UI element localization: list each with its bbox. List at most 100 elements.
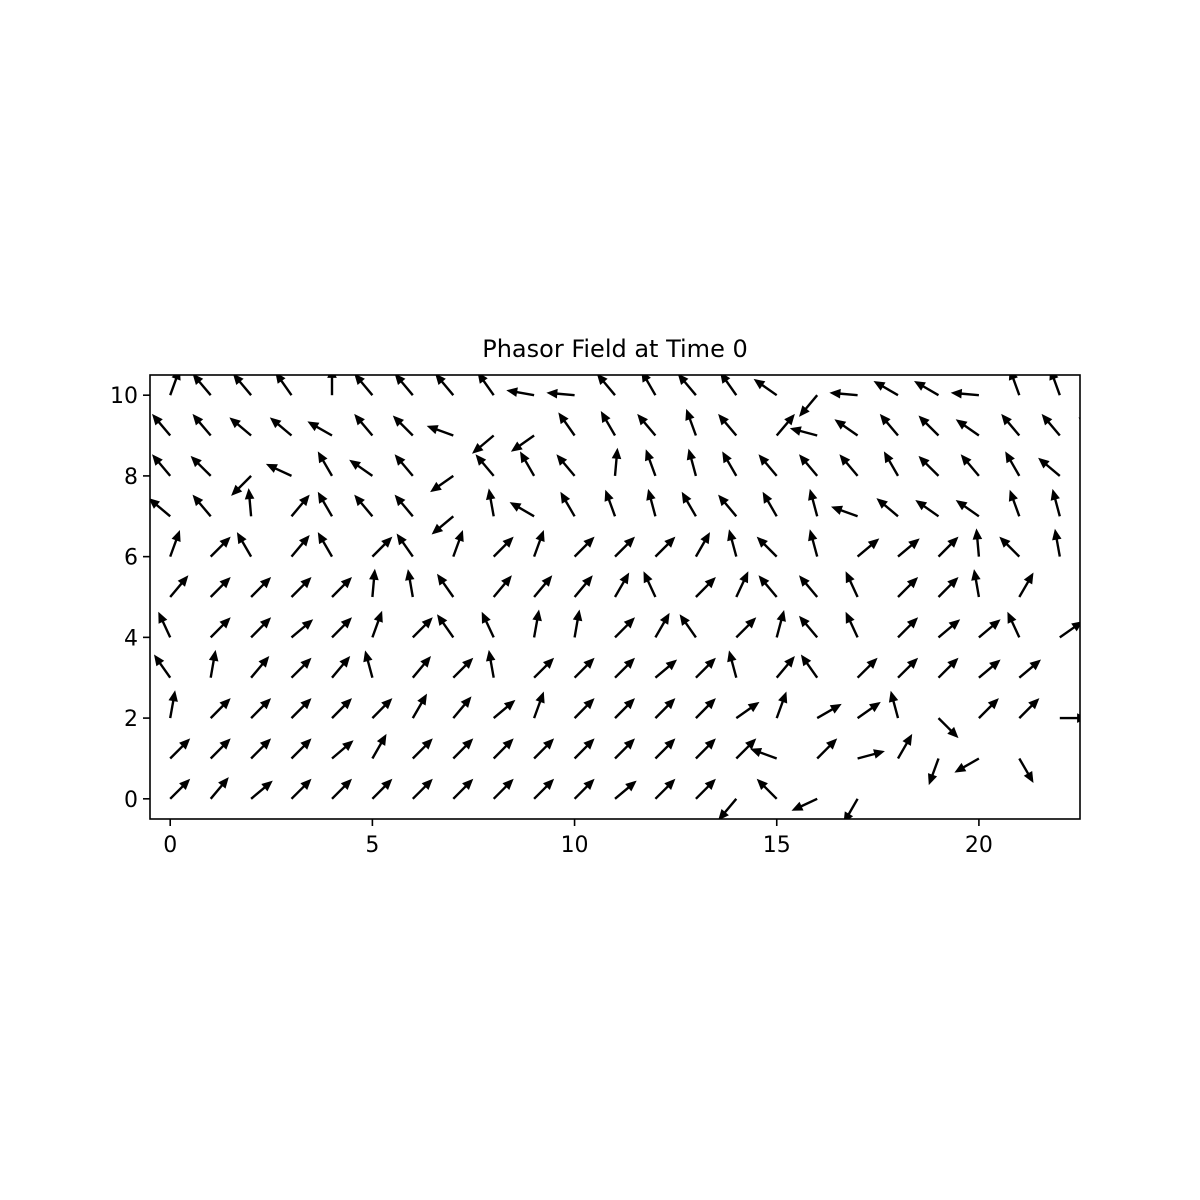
- arrow: [371, 778, 393, 800]
- arrow-shaft: [897, 582, 913, 598]
- arrow: [192, 375, 212, 396]
- arrow: [758, 454, 778, 477]
- arrow: [937, 619, 961, 639]
- arrow-head: [208, 649, 219, 662]
- arrow: [1018, 659, 1041, 679]
- arrow-shaft: [694, 539, 707, 558]
- arrow-shaft: [484, 619, 495, 638]
- arrow-shaft: [169, 698, 175, 719]
- arrow-head: [583, 698, 595, 710]
- arrow-head: [623, 738, 635, 750]
- arrow-shaft: [607, 497, 617, 517]
- arrow-head: [558, 412, 569, 425]
- arrow-shaft: [1004, 542, 1021, 558]
- arrow-shaft: [314, 424, 333, 437]
- arrow-shaft: [209, 622, 226, 639]
- arrow-head: [799, 575, 810, 587]
- arrow-head: [747, 701, 760, 713]
- arrow: [452, 778, 474, 800]
- arrow: [475, 454, 495, 477]
- arrow-shaft: [654, 784, 670, 800]
- arrow-head: [637, 413, 648, 426]
- arrow: [506, 387, 535, 397]
- arrow: [169, 375, 181, 396]
- arrow-shaft: [562, 419, 576, 437]
- arrow-head: [906, 657, 919, 669]
- arrow: [839, 454, 859, 477]
- arrow-shaft: [331, 784, 347, 800]
- arrow: [150, 498, 171, 518]
- arrow: [452, 657, 474, 679]
- arrow-head: [219, 577, 231, 589]
- arrow-head: [420, 656, 431, 668]
- arrow: [808, 529, 819, 557]
- arrow: [641, 375, 657, 396]
- arrow-shaft: [573, 663, 590, 679]
- arrow-shaft: [411, 743, 428, 760]
- arrow: [354, 494, 374, 518]
- arrow: [654, 536, 676, 558]
- arrow: [972, 528, 983, 557]
- arrow-head: [583, 657, 595, 669]
- arrow-head: [799, 405, 810, 417]
- arrow-shaft: [896, 741, 909, 760]
- arrow-head: [177, 575, 189, 587]
- arrow-shaft: [647, 457, 657, 477]
- arrow-shaft: [290, 743, 307, 760]
- arrow: [250, 656, 270, 679]
- arrow-head: [989, 659, 1001, 671]
- arrow-head: [664, 536, 676, 548]
- arrow: [686, 448, 698, 477]
- arrow-head: [510, 441, 523, 452]
- arrow: [937, 717, 959, 739]
- arrow-shaft: [169, 743, 185, 760]
- arrow-head: [572, 609, 583, 622]
- arrow: [209, 617, 231, 639]
- arrow: [209, 698, 231, 719]
- arrow-head: [231, 484, 243, 496]
- arrow-shaft: [763, 460, 778, 477]
- arrow-shaft: [321, 539, 334, 558]
- arrow-shaft: [1018, 664, 1035, 679]
- arrow-head: [218, 777, 229, 789]
- arrow-shaft: [452, 743, 468, 760]
- arrow-shaft: [452, 702, 467, 719]
- arrow-shaft: [209, 542, 226, 558]
- arrow-shaft: [481, 378, 495, 396]
- arrow-head: [664, 698, 676, 710]
- arrow: [168, 690, 178, 719]
- arrow-shaft: [654, 703, 670, 719]
- arrow: [233, 375, 253, 396]
- arrow-shaft: [887, 458, 900, 477]
- arrow-shaft: [331, 703, 347, 719]
- arrow-shaft: [730, 658, 738, 679]
- arrow-shaft: [848, 578, 859, 598]
- arrow: [883, 451, 900, 477]
- arrow-shaft: [722, 798, 738, 815]
- arrow-head: [265, 463, 278, 473]
- arrow-head: [535, 530, 545, 542]
- arrow: [192, 413, 212, 437]
- arrow: [695, 738, 716, 760]
- arrow: [1059, 621, 1080, 639]
- arrow-head: [300, 577, 312, 589]
- arrow: [269, 417, 293, 437]
- arrow-head: [541, 575, 553, 587]
- arrow: [978, 659, 1001, 679]
- arrow-shaft: [250, 582, 266, 598]
- arrow-shaft: [290, 541, 305, 558]
- arrow-shaft: [689, 456, 698, 477]
- arrow-head: [829, 388, 841, 399]
- arrow: [856, 701, 881, 720]
- arrow-head: [481, 611, 491, 624]
- arrow: [411, 693, 427, 719]
- arrow: [978, 619, 1001, 639]
- arrow-shaft: [532, 618, 539, 638]
- arrow-shaft: [555, 392, 575, 397]
- arrow: [718, 413, 738, 437]
- arrow-head: [643, 571, 653, 584]
- arrow-head: [381, 778, 393, 790]
- plot-frame: [149, 374, 1081, 820]
- arrow-head: [502, 738, 514, 750]
- arrow: [152, 413, 172, 437]
